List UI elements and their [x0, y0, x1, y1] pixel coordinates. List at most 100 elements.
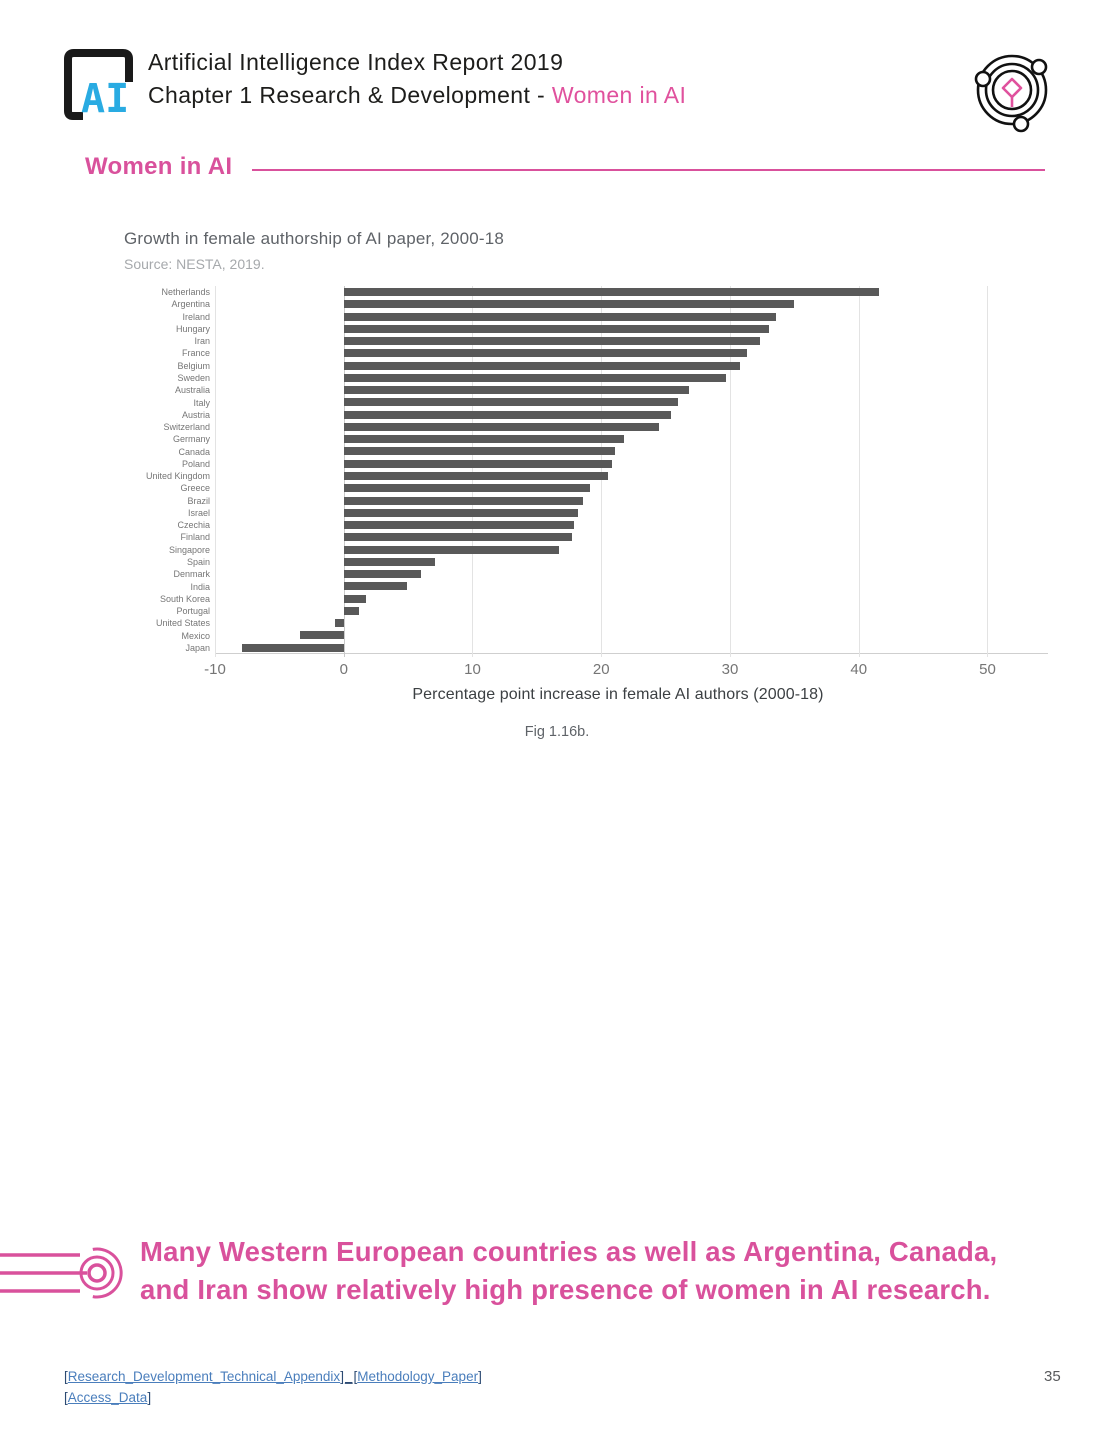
bracket: ]: [147, 1390, 152, 1405]
chart-source: Source: NESTA, 2019.: [124, 256, 265, 272]
callout-target-icon: [0, 1247, 123, 1299]
bar: [343, 557, 436, 566]
gridline: [858, 286, 860, 657]
bar: [343, 471, 608, 480]
bar-label: Singapore: [168, 544, 210, 555]
bar: [242, 643, 344, 652]
bar-track: [215, 360, 1048, 372]
bar: [343, 606, 360, 615]
bar: [343, 422, 660, 431]
bar: [343, 312, 777, 321]
footer-separator: _: [344, 1369, 353, 1384]
bar-label: Canada: [178, 446, 210, 457]
bar: [343, 288, 880, 296]
bar-track: [215, 519, 1048, 531]
footer: [Research_Development_Technical_Appendix…: [64, 1366, 482, 1408]
bar-row: France: [124, 347, 1048, 359]
ai-index-logo-icon: AI: [64, 49, 133, 122]
callout-line-2: and Iran show relatively high presence o…: [140, 1274, 991, 1305]
chapter-title-prefix: Chapter 1 Research & Development -: [148, 82, 552, 108]
footer-link-technical-appendix[interactable]: Research_Development_Technical_Appendix: [67, 1369, 341, 1384]
bar-label: United States: [155, 618, 210, 629]
bar-row: Netherlands: [124, 286, 1048, 298]
bar-row: Austria: [124, 409, 1048, 421]
bar-track: [215, 593, 1048, 605]
bar-label: Australia: [174, 385, 210, 396]
bar: [343, 459, 612, 468]
footer-link-access-data[interactable]: Access_Data: [67, 1390, 148, 1405]
bar-row: United States: [124, 617, 1048, 629]
gridline: [215, 286, 216, 657]
bar-row: Germany: [124, 433, 1048, 445]
bar-row: India: [124, 580, 1048, 592]
bar: [343, 373, 727, 382]
chart-x-axis-label: Percentage point increase in female AI a…: [412, 686, 824, 703]
bar-track: [215, 482, 1048, 494]
bar: [343, 324, 769, 333]
bar-row: Finland: [124, 531, 1048, 543]
bracket: [: [64, 1369, 68, 1384]
orbit-icon: [974, 54, 1048, 133]
bar-label: France: [181, 348, 210, 359]
bar-label: Belgium: [177, 360, 210, 371]
bar-label: India: [190, 581, 210, 592]
bar-label: Sweden: [177, 372, 210, 383]
bar-row: Switzerland: [124, 421, 1048, 433]
bar: [299, 631, 344, 640]
x-tick-label: 50: [979, 661, 996, 678]
bar-track: [215, 605, 1048, 617]
bar: [343, 508, 579, 517]
bar-label: United Kingdom: [145, 471, 210, 482]
footer-links-row-2: [Access_Data]: [64, 1387, 482, 1408]
bar: [343, 361, 741, 370]
bar-row: Denmark: [124, 568, 1048, 580]
section-rule: [252, 169, 1045, 171]
bar: [343, 484, 590, 493]
chart-rows: Netherlands Argentina Ireland Hungary Iran Fr…: [124, 286, 1048, 654]
bar-track: [215, 286, 1048, 298]
bar-track: [215, 421, 1048, 433]
gridline: [601, 286, 603, 657]
bar-row: Argentina: [124, 298, 1048, 310]
bracket: [: [353, 1369, 358, 1384]
x-tick-label: 0: [339, 661, 348, 678]
bar-track: [215, 384, 1048, 396]
bar-row: Spain: [124, 556, 1048, 568]
bar-track: [215, 372, 1048, 384]
bar: [343, 545, 559, 554]
bar-row: Belgium: [124, 360, 1048, 372]
bar-track: [215, 409, 1048, 421]
x-tick-label: 40: [850, 661, 868, 678]
bar-track: [215, 629, 1048, 641]
bar-row: Czechia: [124, 519, 1048, 531]
chart-gridlines: [215, 286, 1048, 657]
bar-label: Portugal: [176, 606, 210, 617]
bar-row: Sweden: [124, 372, 1048, 384]
bar: [343, 447, 616, 456]
bar-track: [215, 298, 1048, 310]
report-title: Artificial Intelligence Index Report 201…: [148, 49, 564, 75]
bar-track: [215, 544, 1048, 556]
header: Artificial Intelligence Index Report 201…: [148, 46, 686, 112]
x-tick-label: -10: [204, 661, 226, 678]
chart-plot: Netherlands Argentina Ireland Hungary Iran Fr…: [124, 286, 1048, 684]
bar-row: Japan: [124, 642, 1048, 654]
bar-label: Japan: [185, 642, 210, 653]
bar-track: [215, 323, 1048, 335]
bar-row: United Kingdom: [124, 470, 1048, 482]
bar-track: [215, 495, 1048, 507]
bar-track: [215, 507, 1048, 519]
bar-track: [215, 470, 1048, 482]
footer-link-methodology-paper[interactable]: Methodology_Paper: [357, 1369, 479, 1384]
bar: [343, 496, 584, 505]
x-tick-label: 10: [464, 661, 481, 678]
bar-label: Hungary: [175, 323, 210, 334]
bracket: ]: [340, 1369, 344, 1384]
bar-label: Netherlands: [161, 287, 210, 298]
bar-row: Greece: [124, 482, 1048, 494]
bar-row: Mexico: [124, 629, 1048, 641]
bar-label: Italy: [193, 397, 210, 408]
bar-row: Canada: [124, 445, 1048, 457]
bar: [343, 349, 747, 358]
